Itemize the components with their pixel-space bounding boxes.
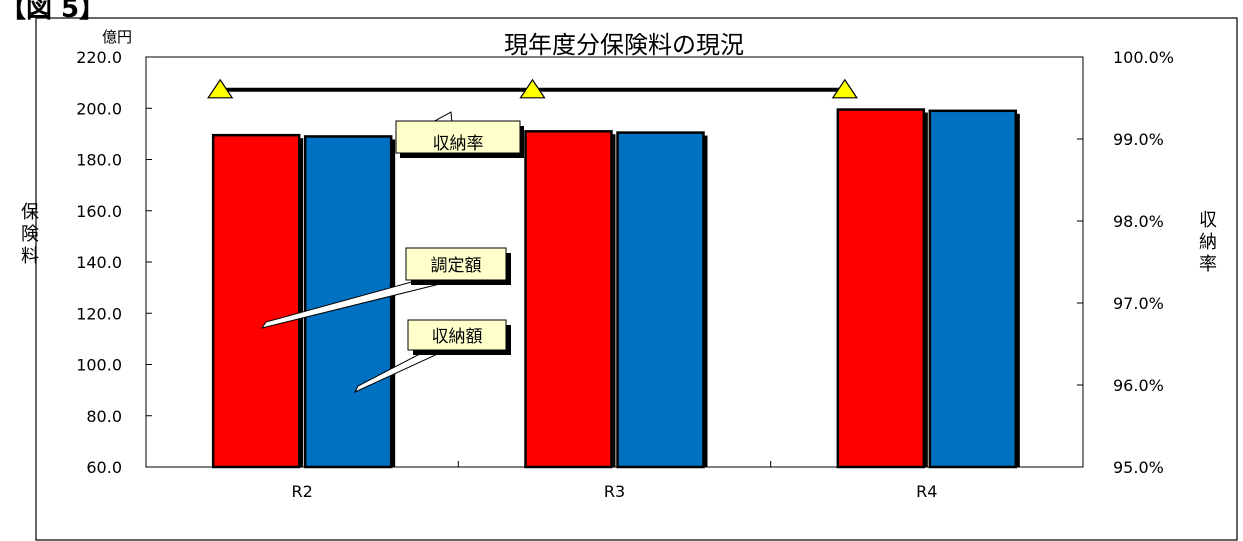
bar <box>616 131 705 469</box>
right-tick-label: 95.0% <box>1113 458 1164 477</box>
callout-collected: 収納額 <box>353 319 511 394</box>
callout-assessed: 調定額 <box>260 247 511 329</box>
left-tick-label: 100.0 <box>76 356 122 375</box>
left-tick-label: 60.0 <box>86 458 122 477</box>
callout-assessed-label: 調定額 <box>431 256 482 276</box>
bar <box>211 133 301 469</box>
bar <box>524 130 613 469</box>
left-axis-unit: 億円 <box>102 28 132 46</box>
category-label: R3 <box>604 482 625 501</box>
category-label: R2 <box>292 482 313 501</box>
rate-marker <box>519 78 546 99</box>
rate-line-series <box>207 78 858 99</box>
callout-collected-label: 収納額 <box>432 327 483 347</box>
right-tick-label: 100.0% <box>1113 48 1174 67</box>
right-tick-label: 98.0% <box>1113 212 1164 231</box>
axis-title-char: 率 <box>1199 254 1217 275</box>
axis-title-char: 保 <box>21 202 39 223</box>
bar <box>836 108 926 469</box>
axis-title-char: 険 <box>21 224 39 245</box>
callout-rate: 収納率 <box>395 111 524 158</box>
rate-marker <box>207 78 234 99</box>
left-axis-title: 保険料 <box>21 202 39 267</box>
left-tick-label: 80.0 <box>86 407 122 426</box>
right-tick-label: 97.0% <box>1113 294 1164 313</box>
bar <box>928 109 1018 469</box>
left-axis-ticks: 60.0 80.0 100.0 120.0 140.0 160.0 180.0 200.0 22… <box>76 48 152 477</box>
callout-rate-label: 収納率 <box>433 134 484 154</box>
category-label: R4 <box>916 482 937 501</box>
axis-title-char: 納 <box>1199 232 1217 253</box>
rate-marker <box>831 78 858 99</box>
bar-series <box>211 108 1020 469</box>
axis-title-char: 収 <box>1199 210 1217 231</box>
figure-label: 【図 5】 <box>0 0 105 24</box>
right-tick-label: 96.0% <box>1113 376 1164 395</box>
axis-title-char: 料 <box>21 246 39 267</box>
right-axis-ticks: 95.0% 96.0% 97.0% 98.0% 99.0% 100.0% <box>1077 48 1174 477</box>
left-tick-label: 160.0 <box>76 202 122 221</box>
left-tick-label: 220.0 <box>76 48 122 67</box>
left-tick-label: 200.0 <box>76 99 122 118</box>
left-tick-label: 180.0 <box>76 151 122 170</box>
left-tick-label: 140.0 <box>76 253 122 272</box>
chart-title: 現年度分保険料の現況 <box>504 31 744 59</box>
category-axis-labels: R2 R3 R4 <box>292 461 937 501</box>
left-tick-label: 120.0 <box>76 304 122 323</box>
right-tick-label: 99.0% <box>1113 130 1164 149</box>
right-axis-title: 収納率 <box>1199 210 1217 275</box>
